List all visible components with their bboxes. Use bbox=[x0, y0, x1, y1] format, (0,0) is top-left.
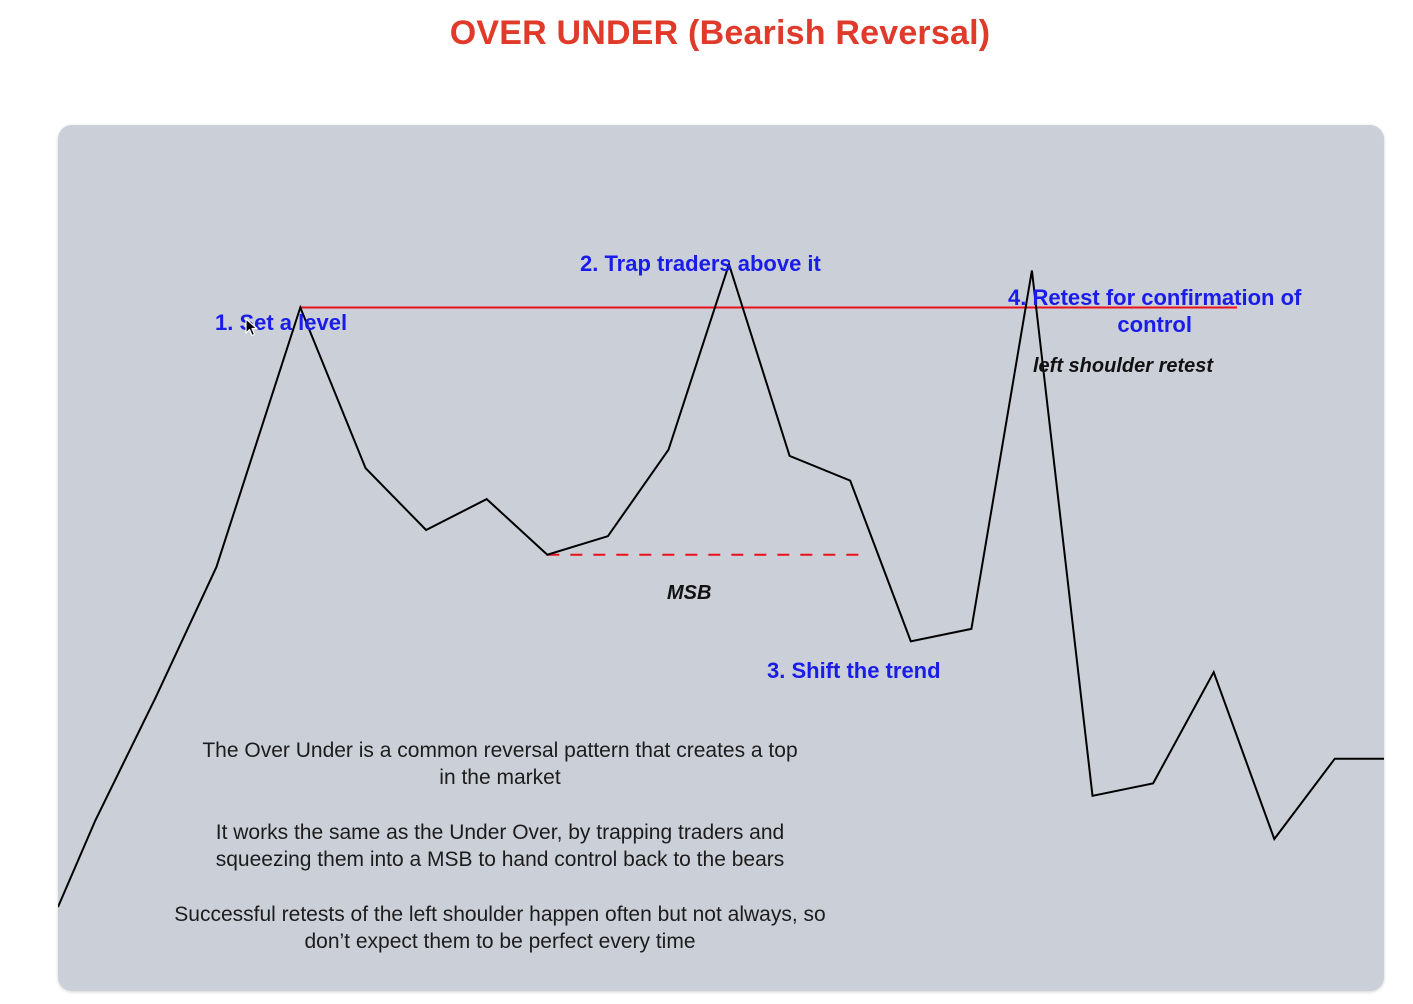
page-title: OVER UNDER (Bearish Reversal) bbox=[449, 14, 991, 52]
step-2-label: 2. Trap traders above it bbox=[580, 251, 821, 276]
mouse-pointer-icon bbox=[245, 318, 259, 343]
step-3-label: 3. Shift the trend bbox=[767, 658, 941, 683]
price-chart bbox=[58, 261, 1384, 908]
step-4-line-2: control bbox=[1117, 312, 1192, 337]
price-line bbox=[58, 261, 1384, 908]
description-paragraph-1: The Over Under is a common reversal patt… bbox=[202, 739, 798, 789]
description-paragraph-2: It works the same as the Under Over, by … bbox=[215, 821, 785, 871]
description-paragraph-3: Successful retests of the left shoulder … bbox=[174, 903, 826, 953]
step-4-label: 4. Retest for confirmation of control bbox=[1008, 284, 1301, 338]
msb-label: MSB bbox=[667, 582, 712, 604]
left-shoulder-retest-label: left shoulder retest bbox=[1033, 355, 1214, 377]
diagram-panel: 1. Set a level 2. Trap traders above it … bbox=[58, 125, 1384, 991]
step-1-label: 1. Set a level bbox=[215, 310, 348, 335]
step-4-line-1: 4. Retest for confirmation of bbox=[1008, 285, 1302, 310]
